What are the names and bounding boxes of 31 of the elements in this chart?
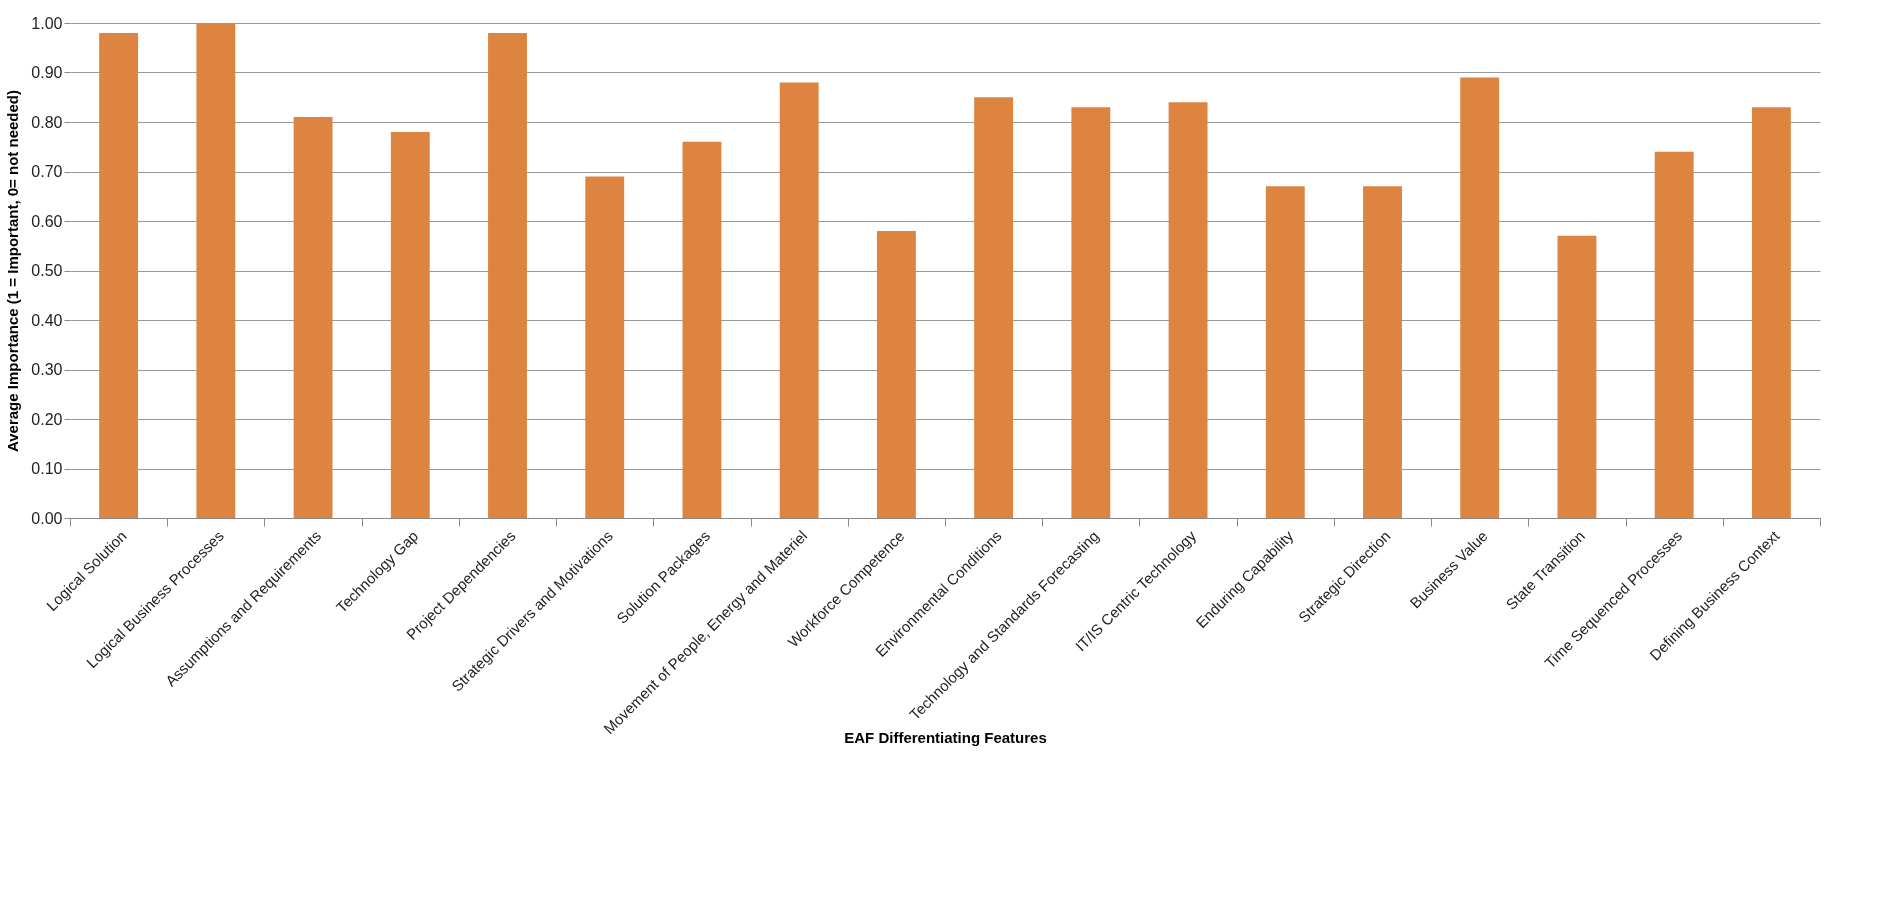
y-tick-label: 0.50	[31, 262, 63, 279]
bar	[682, 141, 722, 518]
bar	[779, 82, 819, 518]
y-tick-label: 0.80	[31, 113, 63, 131]
bar	[1265, 186, 1305, 518]
bar	[293, 117, 333, 518]
y-tick-label: 0.10	[31, 460, 63, 477]
bar	[1071, 107, 1111, 518]
bar	[974, 97, 1014, 518]
y-axis-title: Average Importance (1 = Important, 0= not needed)	[4, 89, 22, 453]
y-tick-label: 0.70	[31, 163, 63, 180]
bar	[1751, 107, 1791, 518]
bar	[1168, 102, 1208, 518]
bar	[1460, 77, 1500, 518]
y-tick-label: 0.40	[31, 311, 63, 329]
x-axis-title: EAF Differentiating Features	[844, 728, 1047, 746]
y-tick-label: 0.30	[31, 361, 63, 378]
bar	[488, 32, 527, 518]
bar	[196, 23, 236, 518]
y-tick-label: 0.00	[31, 509, 63, 527]
y-tick-label: 0.20	[31, 410, 63, 428]
bar	[99, 32, 139, 518]
bar	[1654, 151, 1694, 518]
bar	[876, 230, 916, 518]
y-tick-label: 0.90	[31, 64, 63, 81]
y-tick-label: 1.00	[31, 14, 63, 32]
y-tick-label: 0.60	[31, 212, 63, 230]
bar	[390, 131, 430, 518]
bar	[585, 176, 625, 518]
bar	[1557, 235, 1597, 518]
bar	[1363, 186, 1402, 518]
